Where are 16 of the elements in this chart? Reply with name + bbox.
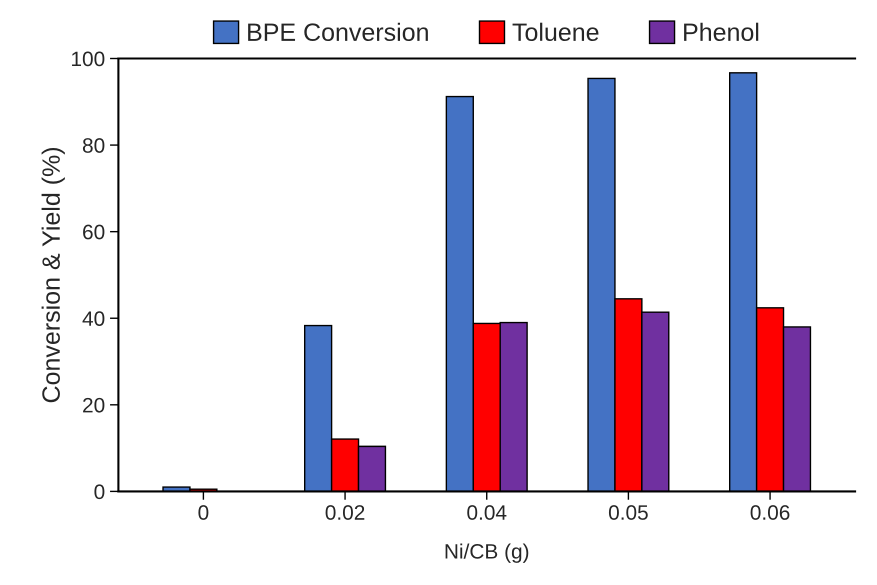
y-axis-title: Conversion & Yield (%) [42,148,65,402]
y-tick-label: 60 [83,224,104,240]
x-tick-label: 0.04 [467,505,506,520]
x-axis-title: Ni/CB (g) [446,543,528,563]
y-tick-label: 100 [72,52,104,66]
legend-label: Toluene [512,22,598,42]
y-tick-label: 0 [94,484,104,500]
x-tick-label: 0.06 [750,505,790,520]
legend-label: Phenol [684,22,758,42]
y-tick-label: 20 [83,398,104,413]
x-tick-label: 0 [198,505,208,520]
y-tick-label: 40 [82,311,104,326]
x-tick-label: 0.02 [326,505,364,520]
x-tick-label: 0.05 [608,505,648,520]
y-tick-label: 80 [82,138,104,153]
legend-label: BPE Conversion [248,22,428,42]
